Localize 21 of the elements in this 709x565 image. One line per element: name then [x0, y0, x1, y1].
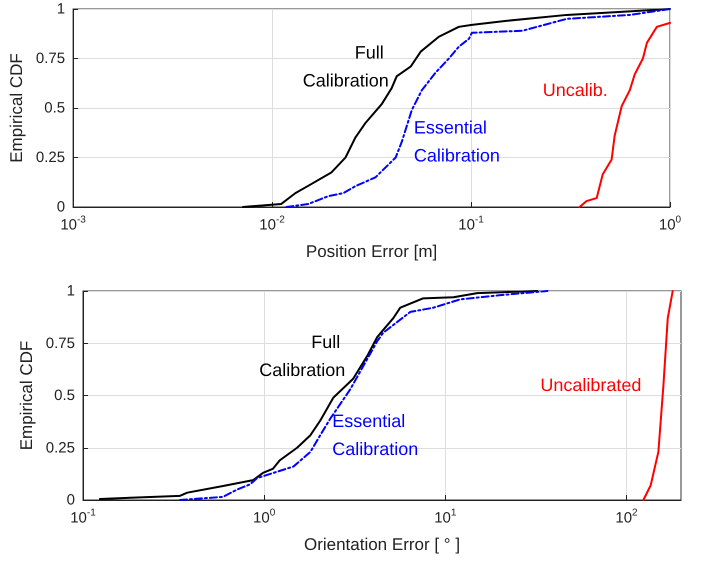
y-tick-label: 0.25	[36, 149, 66, 166]
y-tick-label: 0.75	[46, 334, 75, 352]
y-tick-label: 0.25	[46, 439, 75, 456]
series-label: Essential Calibration	[332, 411, 418, 460]
series-label: Essential Calibration	[414, 118, 500, 166]
y-tick-label: 1	[66, 282, 75, 300]
y-tick-label: 1	[56, 0, 66, 18]
y-axis-title: Empirical CDF	[7, 53, 26, 163]
series-label: Full Calibration	[302, 42, 389, 90]
x-axis-title: Position Error [m]	[306, 242, 438, 261]
y-tick-label: 0.5	[54, 387, 75, 404]
y-tick-label: 0	[66, 492, 75, 508]
x-axis-title: Orientation Error [ ° ]	[304, 535, 460, 554]
y-tick-label: 0.5	[44, 100, 66, 116]
y-tick-label: 0.75	[36, 50, 66, 67]
series-label: Uncalib.	[542, 80, 608, 100]
series-label: Full Calibration	[259, 332, 346, 380]
line-series	[642, 290, 674, 501]
y-axis-title: Empirical CDF	[16, 340, 36, 450]
series-label: Uncalibrated	[540, 375, 642, 396]
y-tick-label: 0	[56, 198, 66, 216]
